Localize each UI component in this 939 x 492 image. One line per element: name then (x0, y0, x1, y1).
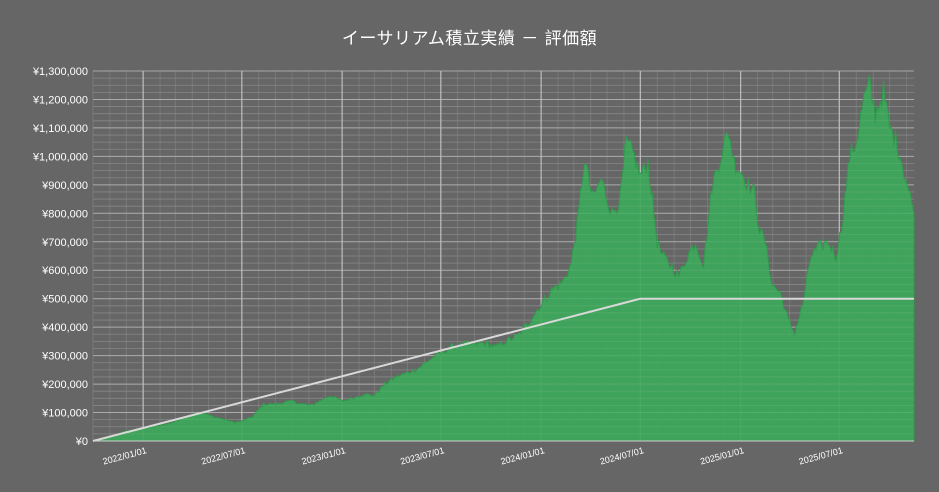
y-tick-label: ¥1,200,000 (32, 94, 88, 106)
x-tick-label: 2022/07/01 (200, 445, 246, 466)
y-tick-label: ¥200,000 (41, 379, 88, 391)
x-tick-label: 2025/07/01 (798, 445, 844, 466)
y-tick-label: ¥500,000 (41, 294, 88, 306)
invested-line (92, 297, 914, 442)
y-tick-label: ¥1,100,000 (32, 123, 88, 135)
x-tick-label: 2023/07/01 (399, 445, 445, 466)
y-tick-label: ¥0 (75, 436, 88, 448)
y-tick-label: ¥1,000,000 (32, 151, 88, 163)
y-tick-label: ¥900,000 (41, 180, 88, 192)
y-tick-label: ¥400,000 (41, 322, 88, 334)
x-tick-label: 2022/01/01 (102, 445, 148, 466)
y-tick-label: ¥100,000 (41, 408, 88, 420)
y-tick-label: ¥1,300,000 (32, 66, 88, 78)
x-tick-label: 2024/07/01 (599, 445, 645, 466)
x-tick-label: 2024/01/01 (500, 445, 546, 466)
x-tick-label: 2025/01/01 (699, 445, 745, 466)
chart-title: イーサリアム積立実績 － 評価額 (341, 29, 598, 49)
y-tick-label: ¥800,000 (41, 208, 88, 220)
y-tick-label: ¥700,000 (41, 237, 88, 249)
valuation-area (92, 74, 915, 442)
x-tick-label: 2023/01/01 (301, 445, 347, 466)
y-tick-label: ¥600,000 (41, 265, 88, 277)
y-tick-label: ¥300,000 (41, 351, 88, 363)
